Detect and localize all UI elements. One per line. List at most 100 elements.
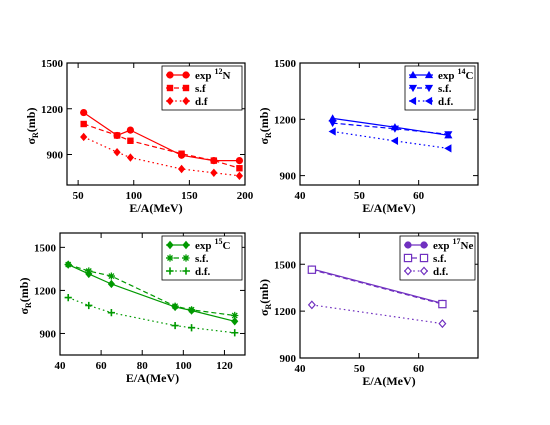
y-tick-label: 1200 xyxy=(41,104,64,116)
legend-marker-0 xyxy=(404,241,412,249)
legend-marker-1-b xyxy=(182,84,190,92)
data-point-s2-1 xyxy=(438,319,447,329)
legend-marker-1-b xyxy=(424,84,434,93)
data-point-s2-4 xyxy=(187,324,196,332)
data-point-s1-4 xyxy=(210,157,218,164)
series-line-2 xyxy=(67,297,235,334)
legend-marker-0-b xyxy=(182,240,190,250)
y-axis-label-symbol: σ xyxy=(24,137,38,144)
legend-marker-1 xyxy=(166,84,174,92)
legend-marker-0-b xyxy=(424,70,434,79)
series-line-0 xyxy=(67,264,235,322)
legend-label-element: N xyxy=(223,70,231,82)
y-axis-label-unit: (mb) xyxy=(24,108,38,133)
legend-label-0: exp 12N xyxy=(195,67,231,82)
x-axis-label: E/A(MeV) xyxy=(126,371,179,385)
legend-label-superscript: 17 xyxy=(453,237,461,246)
x-tick-label: 150 xyxy=(181,190,198,202)
data-point-s1-0 xyxy=(80,120,87,128)
legend-label-text: s.f xyxy=(195,83,206,95)
data-point-s1-4 xyxy=(187,306,196,314)
legend-label-2: d.f xyxy=(195,96,208,108)
x-tick-label: 50 xyxy=(354,190,366,202)
data-point-s2-2 xyxy=(444,144,452,153)
plot-frame xyxy=(299,232,479,359)
legend-label-1: s.f. xyxy=(438,83,452,95)
legend-label-2: d.f. xyxy=(195,266,211,278)
y-axis-label-unit: (mb) xyxy=(257,279,271,304)
legend-marker-2-b xyxy=(182,267,190,275)
y-axis-label-symbol: σ xyxy=(17,307,31,314)
legend-box xyxy=(404,65,476,111)
y-tick-label: 900 xyxy=(280,353,297,365)
y-tick-label: 1500 xyxy=(41,58,64,70)
legend-label-text: d.f. xyxy=(433,266,449,278)
plot-frame xyxy=(59,232,246,356)
x-axis-label: E/A(MeV) xyxy=(362,374,415,388)
legend-marker-2 xyxy=(408,96,417,106)
x-tick-label: 60 xyxy=(413,190,425,202)
x-axis-label: E/A(MeV) xyxy=(362,201,415,215)
series-line-1 xyxy=(311,269,443,305)
y-axis-label-subscript: R xyxy=(264,303,273,309)
data-point-s2-3 xyxy=(177,164,186,174)
x-tick-label: 40 xyxy=(55,360,67,372)
legend-marker-1-b xyxy=(419,253,429,263)
data-point-s0-0 xyxy=(80,108,88,117)
data-point-s1-1 xyxy=(438,299,447,309)
legend-label-text: exp xyxy=(195,70,212,82)
data-point-s1-3 xyxy=(171,302,179,310)
x-tick-label: 40 xyxy=(295,363,307,375)
legend-label-text: s.f. xyxy=(195,253,209,265)
series-line-1 xyxy=(68,264,235,317)
y-tick-label: 1200 xyxy=(274,306,297,318)
legend-marker-0-b xyxy=(182,71,190,79)
legend-marker-1 xyxy=(166,254,174,262)
panel-15c: 40 60 80 100 120 900 1200 1500 E/A(MeV) σR(mb) exp… xyxy=(17,232,246,385)
data-point-s1-1 xyxy=(85,267,93,275)
y-tick-label: 900 xyxy=(40,328,57,340)
legend-label-text: s.f. xyxy=(433,253,447,265)
data-point-s1-3 xyxy=(178,150,185,157)
series-line-1 xyxy=(332,122,449,135)
legend-marker-2-b xyxy=(419,266,429,276)
y-axis-label: σR(mb) xyxy=(17,278,33,315)
y-axis-label: σR(mb) xyxy=(257,279,273,316)
data-point-s1-2 xyxy=(444,131,453,139)
legend-label-superscript: 12 xyxy=(215,67,223,76)
legend-marker-0 xyxy=(166,240,174,250)
y-axis-label-unit: (mb) xyxy=(17,278,31,303)
data-point-s2-5 xyxy=(231,329,239,337)
legend-label-0: exp 17Ne xyxy=(433,237,473,252)
y-axis-label-symbol: σ xyxy=(257,137,271,144)
data-point-s0-5 xyxy=(235,157,244,165)
x-tick-label: 100 xyxy=(126,190,143,202)
data-point-s1-5 xyxy=(236,165,243,172)
legend-marker-2 xyxy=(166,96,174,106)
data-point-s2-3 xyxy=(171,321,179,330)
data-point-s1-5 xyxy=(231,311,239,320)
series-line-2 xyxy=(332,130,449,149)
data-point-s2-2 xyxy=(107,309,115,317)
x-tick-label: 100 xyxy=(175,360,192,372)
data-point-s2-1 xyxy=(390,136,399,145)
y-axis-label-unit: (mb) xyxy=(257,108,271,133)
data-point-s1-0 xyxy=(307,265,317,274)
y-axis-label: σR(mb) xyxy=(257,108,273,145)
legend-label-text: exp xyxy=(433,240,450,252)
legend-label-superscript: 15 xyxy=(215,237,223,246)
series-line-0 xyxy=(311,268,443,304)
data-point-s2-0 xyxy=(328,127,336,136)
legend-marker-2-b xyxy=(182,96,190,106)
legend-label-superscript: 14 xyxy=(458,67,466,76)
y-tick-label: 1200 xyxy=(34,285,57,297)
legend-label-1: s.f. xyxy=(195,253,209,265)
legend-label-element: C xyxy=(466,70,474,82)
panel-12n: 50 100 150 200 900 1200 1500 E/A(MeV) σR(mb) exp 1… xyxy=(24,58,254,215)
y-axis-label-subscript: R xyxy=(31,132,40,138)
legend-marker-2 xyxy=(403,266,413,276)
legend-label-element: Ne xyxy=(461,240,474,252)
legend-label-1: s.f. xyxy=(433,253,447,265)
data-point-s1-1 xyxy=(390,125,400,133)
